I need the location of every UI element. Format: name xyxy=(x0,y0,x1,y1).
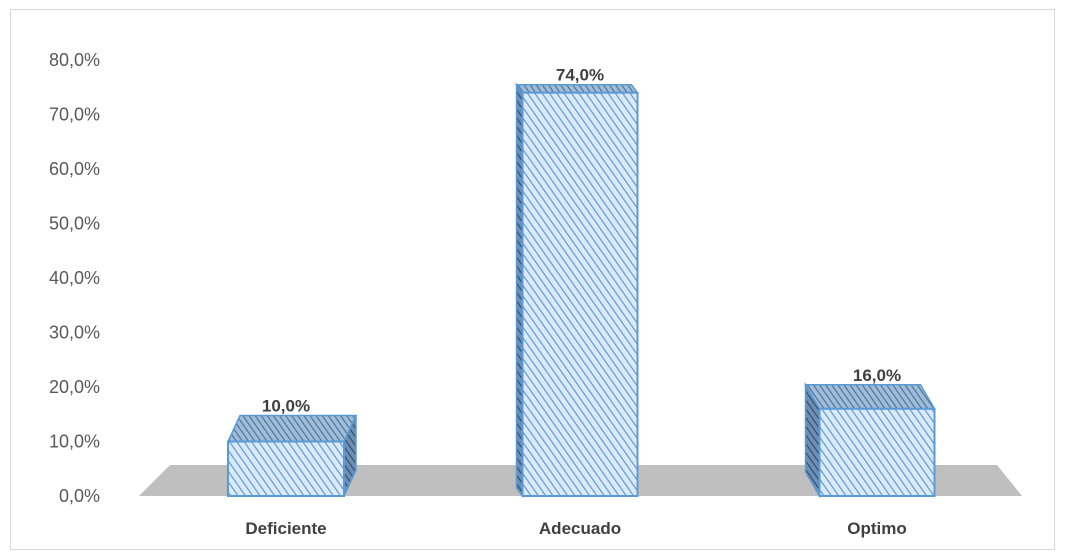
data-label: 16,0% xyxy=(853,366,901,385)
bar-top-face xyxy=(804,384,936,410)
y-tick-label: 20,0% xyxy=(49,377,100,397)
y-tick-label: 10,0% xyxy=(49,432,100,452)
data-label: 10,0% xyxy=(262,397,310,416)
bar-deficiente xyxy=(226,414,358,497)
y-tick-label: 80,0% xyxy=(49,50,100,70)
data-label: 74,0% xyxy=(556,66,604,85)
bar-front-face xyxy=(818,407,936,497)
bar-front-face xyxy=(227,440,345,497)
y-tick-label: 60,0% xyxy=(49,159,100,179)
x-category-label: Adecuado xyxy=(539,519,621,538)
bar-top-face xyxy=(515,83,639,94)
bar-optimo xyxy=(804,382,936,499)
x-category-label: Optimo xyxy=(847,519,907,538)
y-tick-label: 50,0% xyxy=(49,214,100,234)
y-tick-label: 30,0% xyxy=(49,323,100,343)
bar-adecuado xyxy=(515,82,639,499)
y-tick-label: 0,0% xyxy=(59,486,100,506)
bar-front-face xyxy=(521,91,639,497)
y-tick-label: 70,0% xyxy=(49,105,100,125)
bar-top-face xyxy=(226,414,358,443)
y-tick-label: 40,0% xyxy=(49,268,100,288)
x-category-label: Deficiente xyxy=(245,519,326,538)
